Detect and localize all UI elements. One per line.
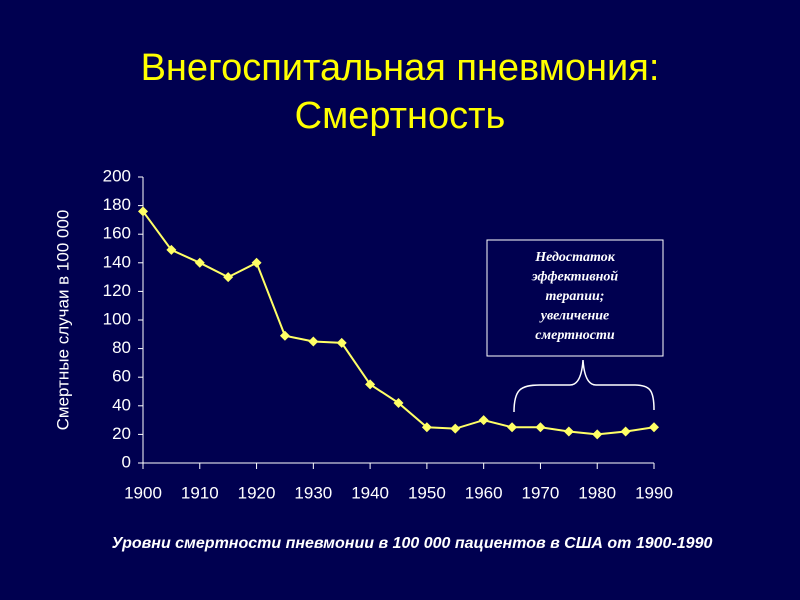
data-point (592, 429, 603, 440)
data-point (223, 272, 234, 283)
annotation-line: смертности (535, 328, 615, 343)
y-tick-label: 180 (103, 195, 131, 214)
annotation-line: эффективной (531, 270, 618, 285)
y-tick-label: 60 (112, 367, 131, 386)
x-tick-label: 1920 (238, 483, 276, 502)
y-tick-label: 120 (103, 281, 131, 300)
y-tick-label: 80 (112, 338, 131, 357)
x-tick-label: 1950 (408, 483, 446, 502)
data-point (194, 257, 205, 268)
brace (513, 359, 655, 413)
annotation-line: Недостаток (534, 250, 616, 265)
y-tick-label: 20 (112, 424, 131, 443)
data-point (535, 422, 546, 433)
data-point (308, 336, 319, 347)
y-tick-label: 0 (122, 452, 131, 471)
data-point (166, 244, 177, 255)
data-point (365, 379, 376, 390)
x-tick-label: 1990 (635, 483, 673, 502)
x-tick-label: 1980 (578, 483, 616, 502)
annotation-line: терапии; (546, 289, 605, 304)
data-point (507, 422, 518, 433)
annotation-line: увеличение (539, 309, 609, 324)
y-tick-label: 100 (103, 309, 131, 328)
data-point (478, 415, 489, 426)
data-point (336, 337, 347, 348)
data-point (251, 257, 262, 268)
data-point (649, 422, 659, 433)
y-tick-label: 140 (103, 252, 131, 271)
y-tick-label: 40 (112, 395, 131, 414)
data-point (138, 206, 148, 217)
x-tick-label: 1910 (181, 483, 219, 502)
data-point (563, 426, 574, 437)
data-point (620, 426, 631, 437)
title-line: Смертность (295, 95, 506, 137)
y-tick-label: 160 (103, 224, 131, 243)
x-tick-label: 1940 (351, 483, 389, 502)
x-tick-label: 1960 (465, 483, 503, 502)
y-tick-label: 200 (103, 166, 131, 185)
caption: Уровни смертности пневмонии в 100 000 па… (112, 535, 713, 552)
y-axis-label: Смертные случаи в 100 000 (53, 210, 72, 431)
title-line: Внегоспитальная пневмония: (141, 47, 660, 89)
data-point (421, 422, 432, 433)
annotation-box (486, 239, 664, 357)
annotation: Недостаток эффективной терапии; увеличение с… (531, 250, 618, 343)
data-point (393, 397, 404, 408)
x-tick-label: 1930 (294, 483, 332, 502)
x-tick-label: 1900 (124, 483, 162, 502)
data-point (450, 423, 461, 434)
x-tick-label: 1970 (522, 483, 560, 502)
data-point (279, 330, 290, 341)
